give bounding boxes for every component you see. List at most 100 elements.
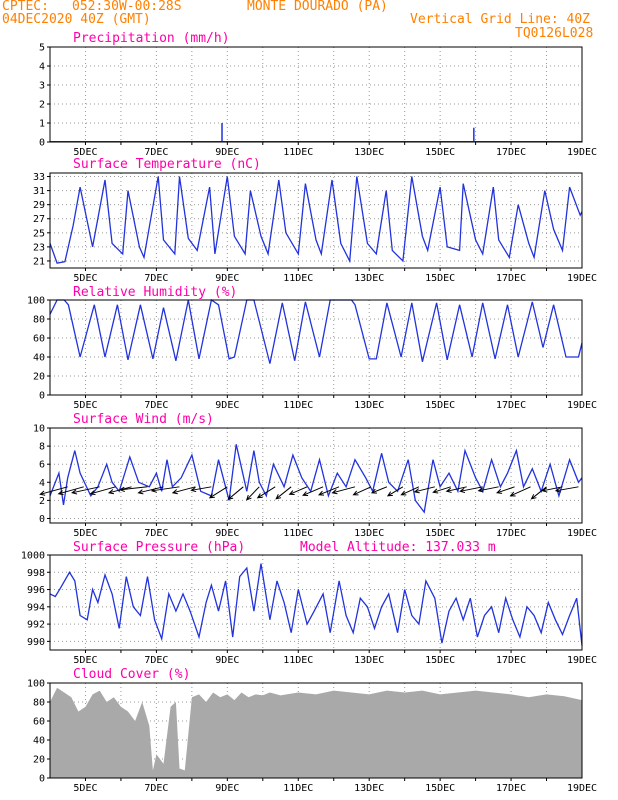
y-tick-label: 4 <box>39 62 45 73</box>
y-tick-label: 0 <box>39 138 45 149</box>
y-tick-label: 100 <box>27 296 45 307</box>
cloud-area <box>50 687 582 778</box>
wind-arrow <box>370 486 388 494</box>
wind-arrow <box>413 486 435 494</box>
y-tick-label: 31 <box>33 186 45 197</box>
wind-arrow <box>190 486 212 493</box>
x-tick-label: 13DEC <box>354 273 384 284</box>
x-tick-label: 15DEC <box>425 273 455 284</box>
y-tick-label: 2 <box>39 496 45 507</box>
x-tick-label: 17DEC <box>496 400 526 411</box>
y-tick-label: 5 <box>39 43 45 54</box>
code-label: TQ0126L028 <box>515 26 594 41</box>
wind-arrow <box>275 486 292 500</box>
x-tick-label: 5DEC <box>73 655 97 666</box>
wind-arrow <box>302 486 324 497</box>
x-tick-label: 9DEC <box>215 783 239 794</box>
y-tick-label: 3 <box>39 81 45 92</box>
x-tick-label: 15DEC <box>425 400 455 411</box>
panel-frame <box>49 172 583 269</box>
y-tick-label: 33 <box>33 172 45 183</box>
panel-3: 0 20 40 60 80 100 5DEC 7DEC 9DEC 11DEC 13DEC 15DEC 1… <box>27 285 597 411</box>
x-tick-label: 7DEC <box>144 528 168 539</box>
x-tick-label: 5DEC <box>73 147 97 158</box>
y-tick-label: 40 <box>33 353 45 364</box>
panel-frame <box>49 682 583 779</box>
panel-frame <box>49 554 583 651</box>
series-line <box>49 176 583 264</box>
y-tick-label: 20 <box>33 372 45 383</box>
location-label: MONTE DOURADO (PA) <box>247 0 388 14</box>
x-tick-label: 19DEC <box>567 783 597 794</box>
x-tick-label: 13DEC <box>354 147 384 158</box>
y-tick-label: 80 <box>33 315 45 326</box>
y-tick-label: 994 <box>27 602 45 613</box>
panel-frame <box>49 299 583 396</box>
y-tick-label: 10 <box>33 424 45 435</box>
y-tick-label: 100 <box>27 679 45 690</box>
x-tick-label: 19DEC <box>567 147 597 158</box>
y-tick-label: 60 <box>33 717 45 728</box>
y-tick-label: 20 <box>33 755 45 766</box>
x-tick-label: 17DEC <box>496 783 526 794</box>
y-tick-label: 23 <box>33 242 45 253</box>
panel-title: Cloud Cover (%) <box>73 667 190 682</box>
wind-arrow <box>57 486 84 496</box>
wind-arrow <box>118 486 148 492</box>
wind-arrow <box>150 486 180 493</box>
x-tick-label: 7DEC <box>144 147 168 158</box>
x-tick-label: 17DEC <box>496 528 526 539</box>
x-tick-label: 13DEC <box>354 655 384 666</box>
y-tick-label: 27 <box>33 214 45 225</box>
x-tick-label: 11DEC <box>283 655 313 666</box>
x-tick-label: 11DEC <box>283 783 313 794</box>
grid-note-label: Vertical Grid Line: 40Z <box>410 12 591 27</box>
y-tick-label: 992 <box>27 620 45 631</box>
x-tick-label: 15DEC <box>425 783 455 794</box>
y-tick-label: 996 <box>27 585 45 596</box>
x-tick-label: 11DEC <box>283 147 313 158</box>
wind-arrow <box>317 486 340 496</box>
y-tick-label: 1 <box>39 119 45 130</box>
x-tick-label: 7DEC <box>144 400 168 411</box>
y-tick-label: 8 <box>39 442 45 453</box>
x-tick-label: 17DEC <box>496 273 526 284</box>
wind-arrow <box>352 486 372 496</box>
x-tick-label: 15DEC <box>425 655 455 666</box>
series-line <box>49 298 583 364</box>
x-tick-label: 19DEC <box>567 273 597 284</box>
panel-title: Relative Humidity (%) <box>73 285 237 300</box>
panel-title: Surface Temperature (nC) <box>73 157 261 172</box>
wind-arrow <box>496 486 515 494</box>
x-tick-label: 5DEC <box>73 528 97 539</box>
wind-arrow <box>137 486 164 495</box>
panel-frame <box>49 427 583 524</box>
wind-arrow <box>227 486 244 501</box>
y-tick-label: 21 <box>33 256 45 267</box>
wind-arrow <box>530 486 547 500</box>
x-tick-label: 7DEC <box>144 273 168 284</box>
series-line <box>49 444 583 514</box>
y-tick-label: 80 <box>33 698 45 709</box>
x-tick-label: 13DEC <box>354 400 384 411</box>
wind-arrow <box>39 486 68 496</box>
x-tick-label: 5DEC <box>73 783 97 794</box>
coordinates-label: 052:30W-00:28S <box>72 0 182 14</box>
date-label: 04DEC2020 40Z (GMT) <box>2 12 151 27</box>
panel-4: 0 2 4 6 8 10 5DEC 7DEC 9DEC 11DEC 13DEC 15DEC 17DEC 1… <box>33 412 597 539</box>
y-tick-label: 4 <box>39 478 45 489</box>
x-tick-label: 19DEC <box>567 400 597 411</box>
wind-arrow <box>541 486 563 493</box>
chart-header: CPTEC: 052:30W-00:28S MONTE DOURADO (PA)… <box>0 0 618 50</box>
wind-arrow <box>386 486 404 497</box>
x-tick-label: 19DEC <box>567 528 597 539</box>
wind-arrow <box>89 486 116 496</box>
y-tick-label: 40 <box>33 736 45 747</box>
x-tick-label: 9DEC <box>215 400 239 411</box>
wind-arrow <box>400 486 420 496</box>
wind-arrow <box>445 486 467 493</box>
panel-frame <box>49 46 583 143</box>
wind-arrow <box>459 486 483 494</box>
series-line <box>49 563 583 646</box>
